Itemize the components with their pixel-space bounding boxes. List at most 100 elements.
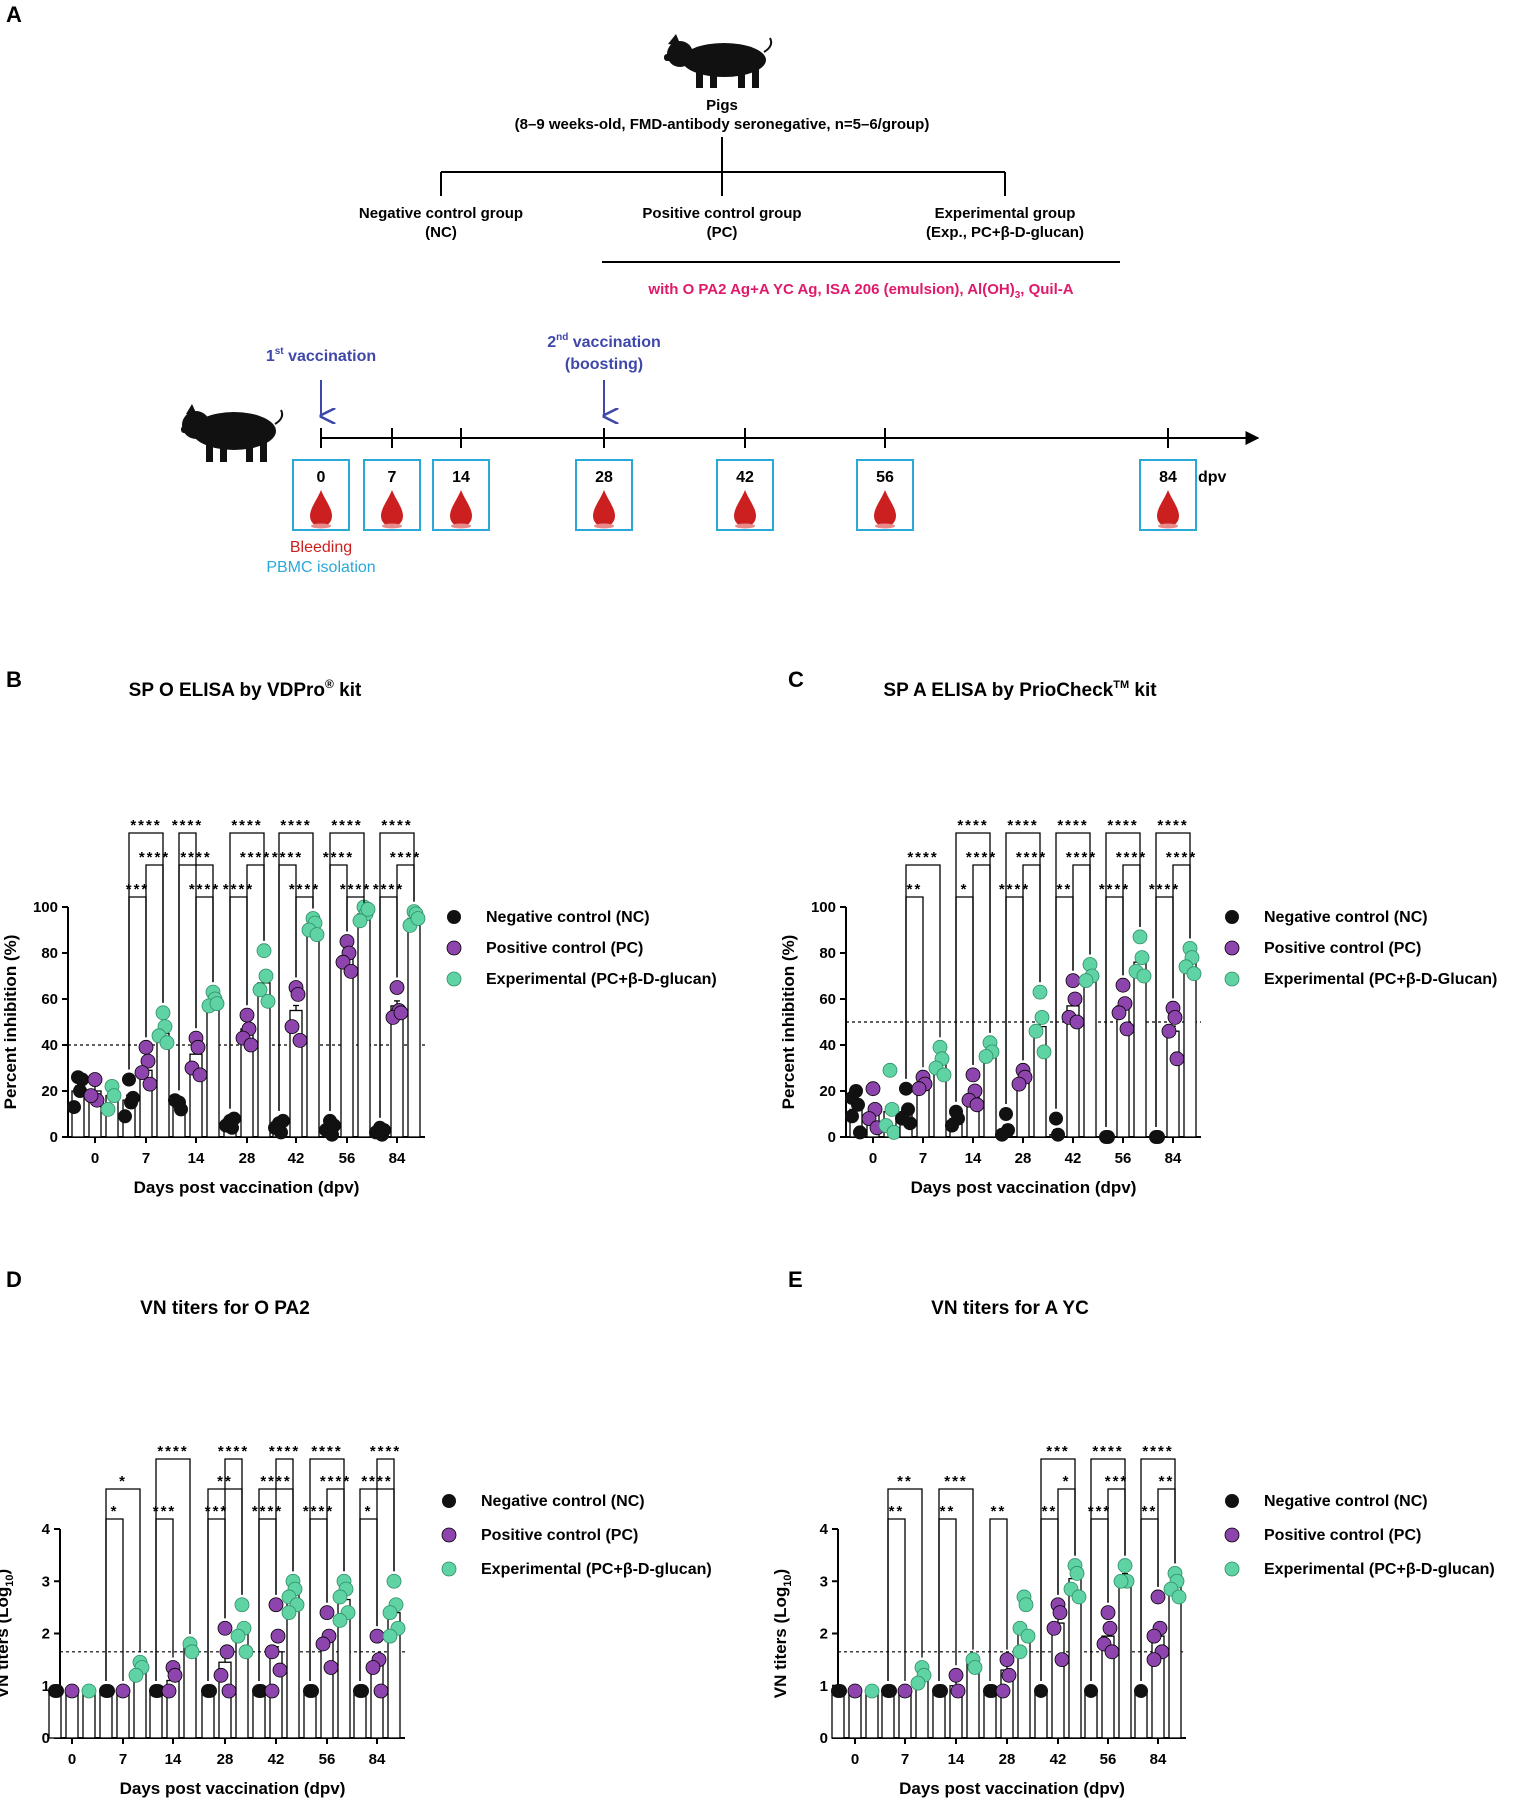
data-point	[332, 1589, 348, 1605]
data-point	[272, 1662, 288, 1678]
data-point	[101, 1683, 115, 1698]
data-point	[290, 987, 306, 1002]
dpv-label: dpv	[1198, 469, 1227, 486]
legend-marker	[1224, 1561, 1240, 1577]
significance-label: *	[961, 881, 969, 898]
data-point	[1113, 1573, 1129, 1589]
data-point	[75, 1072, 89, 1087]
significance-label: ****	[320, 1473, 351, 1490]
data-point	[355, 1683, 369, 1698]
data-point	[1136, 968, 1152, 984]
significance-label: ****	[231, 817, 262, 834]
y-tick-label: 0	[42, 1730, 50, 1747]
legend-marker	[1224, 940, 1240, 956]
x-tick-label: 84	[1150, 1751, 1167, 1768]
x-axis-label: Days post vaccination (dpv)	[134, 1178, 360, 1197]
group-labels: Negative control group (NC) Positive contr…	[359, 205, 1084, 241]
significance-label: ****	[172, 817, 203, 834]
x-tick-label: 42	[288, 1150, 305, 1167]
mean-bar	[1133, 961, 1147, 1138]
x-tick-label: 14	[965, 1150, 982, 1167]
legend-marker	[441, 1527, 457, 1543]
mean-bar	[1168, 1585, 1182, 1739]
data-point	[305, 1683, 319, 1698]
significance-label: ****	[240, 849, 271, 866]
legend-label: Experimental (PC+β-D-glucan)	[1264, 1561, 1495, 1578]
significance-label: ****	[361, 1473, 392, 1490]
bleeding-label: Bleeding	[290, 539, 352, 556]
data-point	[73, 1084, 87, 1098]
mean-bar	[1134, 1690, 1148, 1739]
data-point	[142, 1076, 158, 1092]
significance-label: ****	[966, 849, 997, 866]
significance-label: **	[907, 881, 923, 898]
data-point	[122, 1072, 136, 1087]
significance-label: ***	[1088, 1503, 1112, 1520]
significance-bracket	[346, 896, 365, 932]
y-tick-label: 40	[41, 1037, 58, 1054]
data-point	[882, 1062, 898, 1078]
mean-bar	[831, 1690, 845, 1739]
data-point	[382, 1605, 398, 1620]
data-point	[276, 1113, 290, 1128]
y-tick-label: 40	[819, 1037, 836, 1054]
data-point	[1186, 966, 1202, 982]
mean-bar	[48, 1690, 62, 1739]
significance-bracket	[1072, 864, 1091, 971]
data-point	[865, 1081, 881, 1097]
data-point	[151, 1683, 165, 1698]
day-label: 42	[736, 469, 754, 486]
legend-marker	[442, 1494, 456, 1508]
significance-label: ****	[1092, 1443, 1123, 1460]
significance-label: ****	[1099, 881, 1130, 898]
data-point	[845, 1109, 859, 1124]
significance-label: ****	[272, 849, 303, 866]
data-point	[118, 1109, 132, 1124]
significance-bracket	[955, 832, 991, 1102]
significance-label: ****	[303, 1503, 334, 1520]
data-point	[155, 1005, 171, 1021]
y-tick-label: 60	[41, 991, 58, 1008]
mean-bar	[1084, 1690, 1098, 1739]
data-point	[159, 1035, 175, 1051]
data-point	[1084, 1683, 1098, 1698]
data-point	[1001, 1667, 1017, 1683]
legend-label: Experimental (PC+β-D-glucan)	[481, 1561, 712, 1578]
data-point	[243, 1037, 259, 1053]
significance-bracket	[229, 832, 265, 1109]
data-point	[352, 913, 368, 929]
data-point	[369, 1628, 385, 1644]
data-point	[389, 980, 405, 995]
blood-drop-shadow	[594, 523, 614, 529]
data-point	[393, 1005, 409, 1021]
data-point	[1012, 1644, 1028, 1660]
significance-bracket	[128, 832, 164, 1070]
data-point	[234, 1597, 250, 1613]
data-point	[168, 1093, 182, 1108]
data-point	[256, 943, 272, 959]
group-tree	[440, 137, 1120, 263]
x-tick-label: 28	[1015, 1150, 1032, 1167]
chart-panel-c: C SP A ELISA by PrioCheckTM kit 0 20 40 60 80 1…	[779, 667, 1497, 1197]
x-tick-label: 14	[165, 1751, 182, 1768]
data-point	[1100, 1605, 1116, 1620]
data-point	[386, 1573, 402, 1589]
data-point	[268, 1597, 284, 1613]
significance-bracket	[178, 864, 214, 1091]
significance-label: **	[889, 1503, 905, 1520]
significance-label: ****	[1149, 881, 1180, 898]
day-box	[363, 459, 421, 531]
mean-bar	[183, 1645, 197, 1739]
pig-icon	[664, 34, 773, 88]
data-point	[319, 1605, 335, 1620]
day-label: 56	[876, 469, 894, 486]
significance-bracket	[972, 864, 991, 1065]
data-point	[203, 1683, 217, 1698]
data-point	[934, 1683, 948, 1698]
chart-panel-b: B SP O ELISA by VDPro® kit 0 20 40 60 80 100 Per…	[1, 667, 717, 1197]
data-point	[1020, 1628, 1036, 1644]
data-point	[897, 1683, 913, 1699]
significance-bracket	[1090, 1458, 1126, 1681]
data-point	[1028, 1023, 1044, 1039]
